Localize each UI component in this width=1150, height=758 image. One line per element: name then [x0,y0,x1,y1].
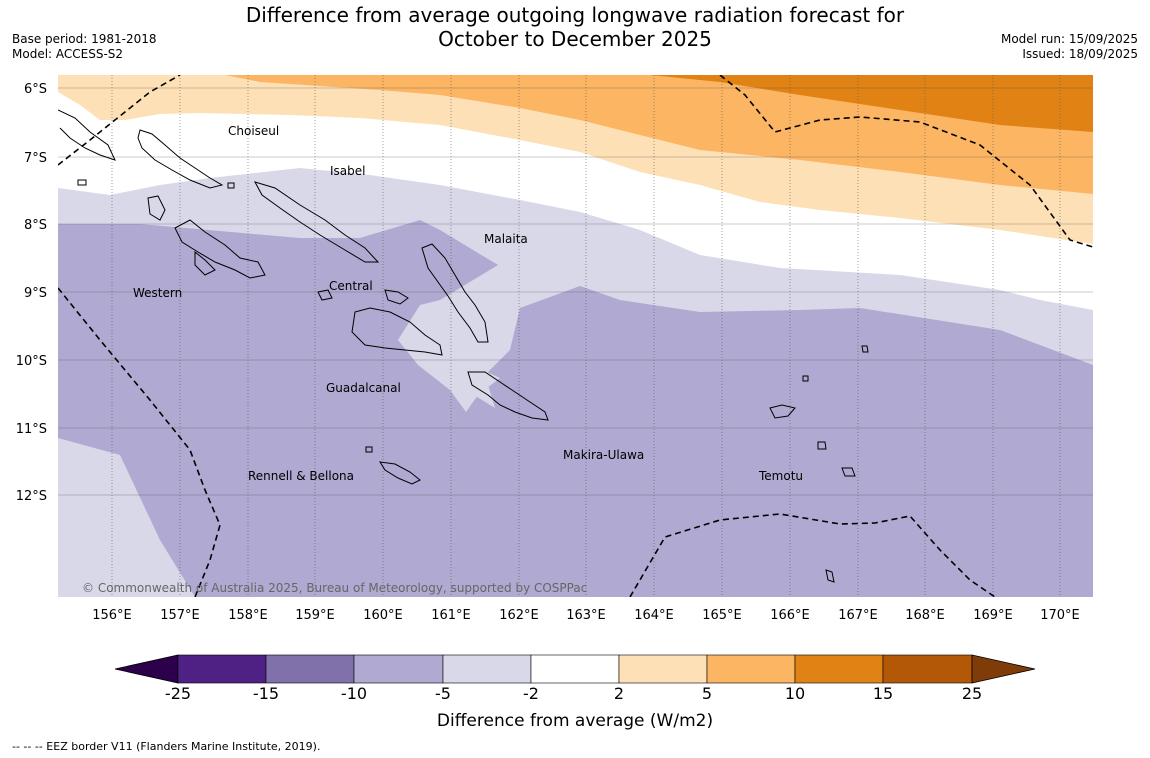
vanikoro-coast [841,467,856,477]
colorbar: -25 -15 -10 -5 -2 2 5 10 15 25 Differenc… [114,654,1036,731]
florida-islands-coast [384,289,409,305]
colorbar-tick: 25 [962,684,982,703]
lat-label: 12°S [16,489,47,504]
colorbar-tick: -5 [435,684,451,703]
longitude-gridlines [111,75,1061,597]
colorbar-extend-low [114,654,179,684]
lon-label: 164°E [634,608,674,623]
colorbar-tick: -15 [253,684,279,703]
label-western: Western [133,286,182,300]
colorbar-extend-high [971,654,1036,684]
lat-label: 8°S [24,218,47,233]
label-malaita: Malaita [484,232,528,246]
russell-islands-coast [317,289,333,301]
lon-label: 166°E [770,608,810,623]
colorbar-tick: -2 [523,684,539,703]
lat-label: 6°S [24,82,47,97]
map-panel: Choiseul Isabel Malaita Western Central … [58,75,1093,597]
lon-label: 170°E [1040,608,1080,623]
colorbar-segment [618,654,708,684]
colorbar-segment [177,654,267,684]
malaita-coast [421,243,489,343]
lon-label: 161°E [431,608,471,623]
colorbar-segment [882,654,973,684]
reef-islands-coast [802,375,809,382]
lat-label: 11°S [16,422,47,437]
vella-lavella-coast [147,195,166,221]
coastlines [58,109,869,583]
model-name: Model: ACCESS-S2 [12,47,124,61]
latitude-gridlines [58,87,1093,496]
label-guadalcanal: Guadalcanal [326,381,401,395]
guadalcanal-coast [351,307,443,356]
lon-label: 159°E [295,608,335,623]
region-labels: Choiseul Isabel Malaita Western Central … [133,124,803,483]
bougainville-coast [58,109,116,161]
colorbar-tick: 2 [614,684,624,703]
eez-footnote: -- -- -- EEZ border V11 (Flanders Marine… [12,740,321,753]
bellona-coast [365,446,373,453]
label-choiseul: Choiseul [228,124,279,138]
lon-label: 160°E [363,608,403,623]
anomaly-band-plus10 [650,75,1093,132]
duff-islands-coast [861,345,869,353]
copyright-notice: © Commonwealth of Australia 2025, Bureau… [82,581,587,595]
lat-label: 10°S [16,354,47,369]
lon-label: 169°E [973,608,1013,623]
meta-left: Base period: 1981-2018 Model: ACCESS-S2 [12,32,157,62]
new-georgia-coast [174,219,266,279]
lon-label: 168°E [905,608,945,623]
lon-label: 167°E [838,608,878,623]
anomaly-band-minus5-west [58,220,1093,597]
shortland-islands-coast [77,179,87,186]
meta-right: Model run: 15/09/2025 Issued: 18/09/2025 [1001,32,1138,62]
santa-cruz-coast [769,404,796,419]
lon-label: 163°E [566,608,606,623]
eez-borders [58,75,1093,597]
colorbar-segment [530,654,620,684]
title-line-2: October to December 2025 [438,27,712,51]
tikopia-coast [825,569,835,583]
label-central: Central [329,279,373,293]
treasury-islands-coast [227,182,235,189]
colorbar-segment [442,654,532,684]
lon-label: 156°E [92,608,132,623]
lat-label: 9°S [24,286,47,301]
title-line-1: Difference from average outgoing longwav… [245,3,905,27]
anomaly-intrusion-guadalcanal [398,305,500,412]
colorbar-segment [353,654,444,684]
lon-label: 165°E [702,608,742,623]
colorbar-label: Difference from average (W/m2) [437,711,713,731]
isabel-coast [253,181,380,263]
model-run: Model run: 15/09/2025 [1000,32,1138,46]
label-temotu: Temotu [758,469,803,483]
map-title: Difference from average outgoing longwav… [0,3,1150,51]
colorbar-segment [265,654,355,684]
rennell-coast [379,461,421,485]
lon-label: 162°E [499,608,539,623]
label-isabel: Isabel [330,164,365,178]
lon-label: 157°E [160,608,200,623]
choiseul-coast [137,129,224,189]
utupua-coast [817,441,827,450]
longitude-labels: 156°E 157°E 158°E 159°E 160°E 161°E 162°… [92,608,1080,623]
colorbar-tick: 15 [873,684,893,703]
rendova-coast [194,250,216,276]
colorbar-tick: -10 [341,684,367,703]
label-makira-ulawa: Makira-Ulawa [563,448,644,462]
makira-coast [467,371,549,421]
base-period: Base period: 1981-2018 [12,32,157,46]
lon-label: 158°E [228,608,268,623]
colorbar-tick: 10 [785,684,805,703]
lat-label: 7°S [24,151,47,166]
latitude-labels: 6°S 7°S 8°S 9°S 10°S 11°S 12°S [16,82,47,504]
label-rennell-bellona: Rennell & Bellona [248,469,354,483]
colorbar-segment [706,654,796,684]
colorbar-tick: 5 [702,684,712,703]
colorbar-tick: -25 [165,684,191,703]
colorbar-ticks: -25 -15 -10 -5 -2 2 5 10 15 25 [165,684,982,703]
colorbar-segment [794,654,884,684]
issued-date: Issued: 18/09/2025 [1022,47,1138,61]
